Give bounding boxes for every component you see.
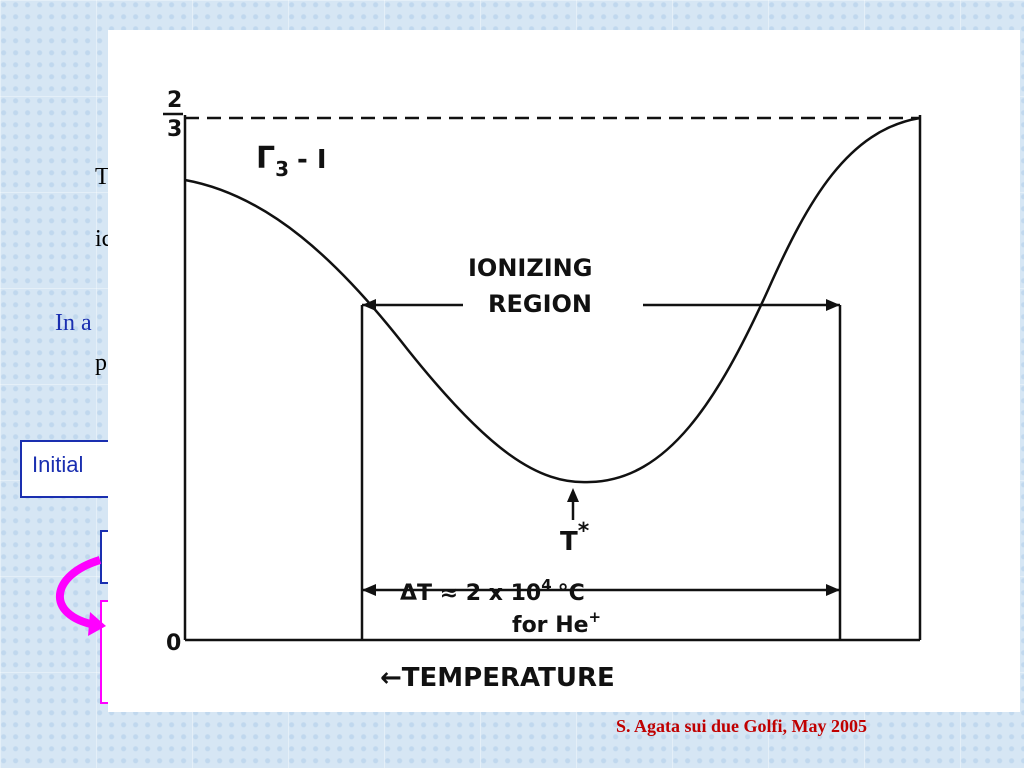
tstar-sup: *	[578, 519, 590, 544]
footer: S. Agata sui due Golfi, May 2005	[616, 716, 868, 736]
text-fragment: ic	[95, 226, 113, 252]
delta-for-sup: +	[589, 608, 602, 626]
label: 0	[166, 631, 181, 656]
region-label: IONIZING	[468, 254, 592, 282]
arrow-head	[362, 299, 376, 311]
curve-label-tail: - I	[297, 145, 327, 175]
text-fragment: p	[95, 350, 107, 376]
curve	[184, 116, 921, 484]
delta-sup: 4	[541, 576, 551, 594]
figure: 2 3 0 Γ3- I IONIZING REGION T* ΔT ≈ 2 x …	[108, 30, 1020, 712]
text-box: Initial	[20, 440, 124, 498]
region-label: REGION	[488, 290, 592, 318]
arrow-head	[567, 488, 579, 502]
arrow-head	[88, 612, 106, 636]
text-fragment: Initial	[32, 452, 84, 477]
delta-main: ΔT ≈ 2 x 10	[400, 581, 541, 606]
delta-for: for He+	[512, 608, 601, 638]
figure-bg	[108, 30, 1020, 712]
text-fragment: T	[95, 164, 110, 190]
text-fragment: In a	[55, 310, 92, 336]
arrow	[56, 556, 102, 629]
label: 2	[167, 88, 182, 113]
curve-label: Γ	[256, 141, 275, 176]
label: 3	[167, 117, 182, 142]
delta-label: ΔT ≈ 2 x 104 °C	[400, 576, 585, 606]
delta-unit: °C	[558, 581, 585, 606]
arrow-head	[826, 584, 840, 596]
arrow-head	[362, 584, 376, 596]
curve-label-sub: 3	[275, 157, 289, 181]
tstar-label: T*	[560, 519, 590, 557]
x-axis-label: ←TEMPERATURE	[380, 663, 615, 693]
tstar: T	[560, 527, 578, 557]
curve-label: Γ3 - I	[256, 141, 327, 181]
delta-for: for He	[512, 613, 589, 638]
arrow-head	[826, 299, 840, 311]
